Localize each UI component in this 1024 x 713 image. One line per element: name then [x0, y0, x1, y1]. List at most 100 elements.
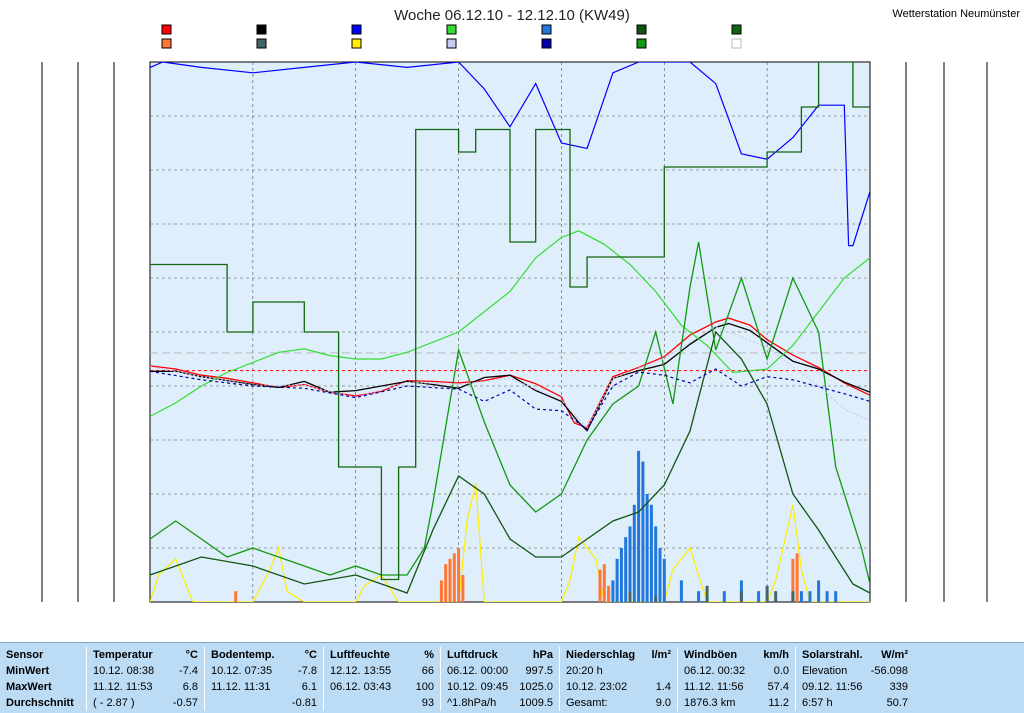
stats-min-value: 997.5 — [525, 665, 553, 677]
series-solar-radiation — [150, 483, 870, 602]
stats-avg-row: ^1.8hPa/h 1009.5 — [447, 695, 553, 711]
legend-item — [541, 24, 552, 35]
stats-min-when: 10.12. 07:35 — [211, 665, 273, 677]
stats-column-name: Bodentemp. — [211, 649, 275, 661]
stats-column-name: Luftdruck — [447, 649, 498, 661]
stats-max-when: 09.12. 11:56 — [802, 681, 863, 693]
bar-niederdauer — [791, 591, 795, 602]
stats-max-value: 1.4 — [655, 681, 671, 693]
legend-item — [351, 24, 362, 35]
bar-niederschlag — [722, 591, 726, 602]
legend-item — [256, 24, 267, 35]
stats-avg-value: -0.57 — [172, 697, 198, 709]
legend-item — [541, 38, 552, 49]
stats-min-row: 20:20 h — [566, 663, 671, 679]
chart-title: Woche 06.12.10 - 12.12.10 (KW49) — [394, 7, 630, 24]
bar-sonnenschein — [598, 569, 602, 602]
stats-column-header: Windböen km/h — [684, 647, 789, 663]
stats-column-unit: hPa — [532, 649, 553, 661]
stats-avg-when: 6:57 h — [802, 697, 833, 709]
bar-sonnenschein — [607, 585, 611, 602]
series-windgeschw — [150, 330, 870, 594]
stats-min-when: 12.12. 13:55 — [330, 665, 392, 677]
bar-niederschlag — [649, 504, 653, 602]
stats-min-when: 10.12. 08:38 — [93, 665, 155, 677]
legend-item — [256, 38, 267, 49]
bar-sonnenschein — [791, 558, 795, 602]
legend-item — [731, 24, 742, 35]
stats-column-unit: °C — [304, 649, 317, 661]
stats-avg-row: -0.81 — [211, 695, 317, 711]
stats-max-value: 57.4 — [767, 681, 789, 693]
bar-niederschlag — [624, 537, 628, 602]
legend-swatch — [731, 38, 742, 49]
stats-avg-value: -0.81 — [291, 697, 317, 709]
bar-niederschlag — [658, 548, 662, 602]
stats-avg-when: ( - 2.87 ) — [93, 697, 135, 709]
stats-max-when: 11.12. 11:53 — [93, 681, 153, 693]
stats-min-row: 06.12. 00:00 997.5 — [447, 663, 553, 679]
stats-max-row: 11.12. 11:56 57.4 — [684, 679, 789, 695]
stats-max-when: 11.12. 11:31 — [211, 681, 271, 693]
bar-niederschlag — [834, 591, 838, 602]
stats-avg-row: 93 — [330, 695, 434, 711]
bar-sonnenschein — [439, 580, 443, 602]
legend-item — [351, 38, 362, 49]
legend-swatch — [446, 38, 457, 49]
axes — [41, 62, 988, 602]
bar-niederdauer — [765, 585, 769, 602]
bar-niederschlag — [679, 580, 683, 602]
stats-header-label: Sensor — [6, 649, 44, 661]
legend-swatch — [636, 24, 647, 35]
stats-min-value: 66 — [421, 665, 434, 677]
stats-column-header: Luftfeuchte% — [330, 647, 434, 663]
series-windrichtung — [150, 62, 870, 581]
weather-chart: Woche 06.12.10 - 12.12.10 (KW49) Wetters… — [41, 7, 1020, 603]
stats-max-row: 06.12. 03:43 100 — [330, 679, 434, 695]
stats-column-unit: % — [424, 649, 434, 661]
bar-niederdauer — [774, 591, 778, 602]
stats-min-when: Elevation — [802, 665, 848, 677]
stats-column-name: Temperatur — [93, 649, 153, 661]
legend-item — [446, 24, 457, 35]
plot-series — [150, 62, 870, 602]
bar-niederschlag — [619, 548, 623, 602]
stats-max-value: 6.8 — [182, 681, 198, 693]
stats-max-value: 6.1 — [301, 681, 317, 693]
stats-avg-row: 6:57 h 50.7 — [802, 695, 908, 711]
stats-min-when: 20:20 h — [566, 665, 603, 677]
stats-max-row: 09.12. 11:56 339 — [802, 679, 908, 695]
stats-max-when: 10.12. 09:45 — [447, 681, 509, 693]
stats-column: Bodentemp. °C 10.12. 07:35 -7.8 11.12. 11:31… — [204, 647, 323, 711]
stats-max-row: 10.12. 23:02 1.4 — [566, 679, 671, 695]
stats-column-unit: l/m² — [651, 649, 671, 661]
stats-column-name: Windböen — [684, 649, 738, 661]
stats-avg-value: 93 — [421, 697, 434, 709]
stats-column-unit: km/h — [763, 649, 789, 661]
stats-max-when: 11.12. 11:56 — [684, 681, 744, 693]
stats-min-row: 06.12. 00:32 0.0 — [684, 663, 789, 679]
stats-min-value: -56.098 — [870, 665, 908, 677]
stats-min-row: Elevation -56.098 — [802, 663, 908, 679]
bar-niederschlag — [654, 526, 658, 602]
legend-swatch — [541, 24, 552, 35]
series-bodentemp — [150, 322, 870, 432]
bar-niederschlag — [825, 591, 829, 602]
stats-max-value: 339 — [889, 681, 908, 693]
legend-swatch — [446, 24, 457, 35]
stats-max-row: 11.12. 11:53 6.8 — [93, 679, 198, 695]
station-name: Wetterstation Neumünster — [892, 8, 1020, 20]
stats-column-header: Solarstrahl. W/m² — [802, 647, 908, 663]
legend-item — [636, 38, 647, 49]
stats-avg-when: 1876.3 km — [684, 697, 736, 709]
legend-item — [731, 38, 742, 49]
legend-item — [446, 38, 457, 49]
stats-avg-value: 50.7 — [886, 697, 908, 709]
stats-column-header: Temperatur °C — [93, 647, 198, 663]
bar-niederdauer — [654, 596, 658, 602]
stats-column: Temperatur °C 10.12. 08:38 -7.4 11.12. 11:53… — [86, 647, 204, 711]
bar-niederschlag — [817, 580, 821, 602]
legend-item — [161, 38, 172, 49]
bar-niederschlag — [757, 591, 761, 602]
